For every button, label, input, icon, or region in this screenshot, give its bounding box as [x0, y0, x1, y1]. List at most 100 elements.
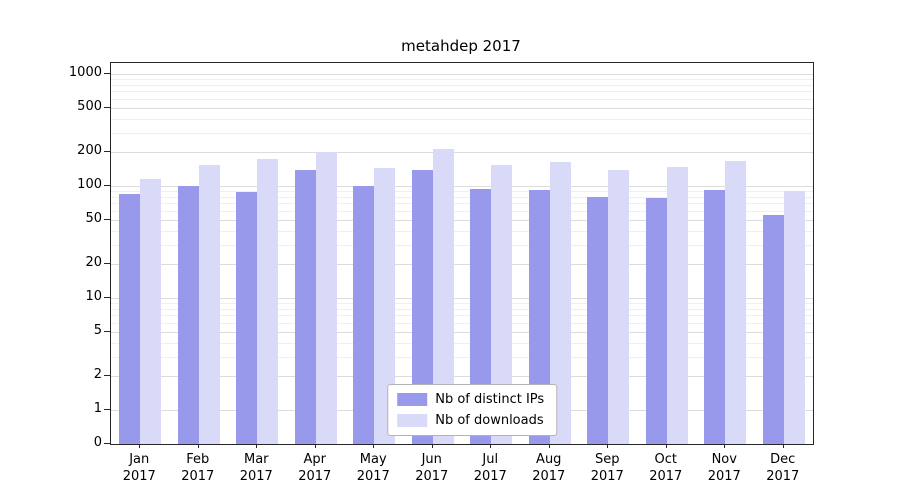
y-tick-label: 0	[93, 435, 102, 450]
bar	[119, 193, 141, 444]
y-tick-label: 100	[77, 177, 102, 192]
y-tick-mark	[104, 263, 110, 265]
gridline-minor	[111, 84, 813, 86]
bar	[257, 158, 279, 444]
x-tick-month: Mar	[243, 452, 269, 467]
x-tick-month: Aug	[536, 452, 562, 467]
gridline-minor	[111, 203, 813, 205]
bar	[783, 191, 805, 444]
gridline-major	[111, 219, 813, 221]
bar	[549, 161, 571, 444]
y-tick-label: 50	[85, 210, 102, 226]
bar	[236, 192, 258, 444]
gridline-minor	[111, 342, 813, 344]
bar	[645, 198, 667, 444]
y-tick-label: 2	[93, 367, 102, 383]
chart-title: metahdep 2017	[401, 37, 521, 55]
legend-label: Nb of distinct IPs	[435, 392, 545, 407]
x-tick-month: Dec	[770, 452, 796, 467]
y-tick-mark	[104, 73, 110, 74]
x-tick-year: 2017	[649, 469, 683, 484]
legend-swatch	[397, 393, 428, 406]
gridline-minor	[111, 315, 813, 317]
y-tick-label: 10	[85, 289, 102, 304]
x-tick-mark	[665, 444, 667, 448]
x-tick-year: 2017	[122, 469, 156, 484]
x-tick-label: Jan 2017	[110, 451, 169, 485]
x-tick-month: Jan	[129, 452, 150, 467]
y-tick-mark	[104, 151, 110, 153]
x-tick-year: 2017	[532, 469, 566, 484]
gridline-minor	[111, 79, 813, 81]
x-tick-label: May 2017	[344, 451, 403, 485]
x-tick-label: Feb 2017	[169, 451, 228, 485]
x-tick-mark	[724, 444, 726, 448]
x-tick-label: Apr 2017	[286, 451, 345, 485]
x-tick-month: Nov	[711, 452, 737, 467]
y-tick-label: 5	[93, 322, 102, 338]
legend-label: Nb of downloads	[435, 413, 544, 428]
x-tick-year: 2017	[356, 469, 390, 484]
x-tick-mark	[490, 444, 492, 448]
x-tick-month: Jun	[421, 452, 442, 467]
gridline-minor	[111, 356, 813, 358]
x-tick-year: 2017	[181, 469, 215, 484]
bar	[608, 169, 630, 444]
gridline-minor	[111, 308, 813, 310]
gridline-major	[111, 298, 813, 299]
gridline-major	[111, 152, 813, 154]
gridline-major	[111, 74, 813, 75]
x-tick-label: Nov 2017	[695, 451, 754, 485]
plot-area: Nb of distinct IPs Nb of downloads	[110, 62, 814, 445]
y-tick-mark	[104, 409, 110, 410]
gridline-minor	[111, 98, 813, 100]
x-tick-label: Jun 2017	[403, 451, 462, 485]
gridline-minor	[111, 196, 813, 198]
bar	[432, 149, 454, 444]
x-tick-label: Mar 2017	[227, 451, 286, 485]
bar	[315, 152, 337, 444]
bar	[198, 164, 220, 444]
x-tick-label: Aug 2017	[520, 451, 579, 485]
gridline-minor	[111, 244, 813, 246]
y-tick-label: 200	[77, 143, 102, 159]
x-tick-mark	[373, 444, 375, 448]
x-tick-year: 2017	[473, 469, 507, 484]
x-tick-mark	[782, 444, 784, 448]
x-tick-month: Sep	[594, 452, 620, 467]
bar	[140, 179, 162, 444]
x-tick-year: 2017	[707, 469, 741, 484]
x-tick-label: Dec 2017	[754, 451, 813, 485]
gridline-minor	[111, 91, 813, 93]
x-tick-year: 2017	[239, 469, 273, 484]
y-tick-mark	[104, 106, 110, 108]
x-tick-label: Jul 2017	[461, 451, 520, 485]
x-tick-mark	[314, 444, 316, 448]
gridline-minor	[111, 210, 813, 212]
x-tick-month: Oct	[654, 452, 677, 467]
x-tick-mark	[431, 444, 433, 448]
y-tick-mark	[104, 185, 110, 186]
gridline-minor	[111, 230, 813, 232]
legend-swatch	[397, 414, 428, 427]
gridline-major	[111, 107, 813, 109]
x-tick-month: Jul	[482, 452, 499, 467]
x-tick-mark	[548, 444, 550, 448]
gridline-minor	[111, 322, 813, 324]
gridline-major	[111, 186, 813, 187]
gridline-minor	[111, 118, 813, 120]
gridline-minor	[111, 191, 813, 193]
y-tick-mark	[104, 330, 110, 332]
bar	[374, 167, 396, 444]
gridline-major	[111, 264, 813, 266]
x-tick-label: Oct 2017	[637, 451, 696, 485]
bar	[704, 190, 726, 444]
x-tick-month: Apr	[303, 452, 327, 467]
gridline-major	[111, 331, 813, 333]
bar	[528, 190, 550, 444]
x-tick-year: 2017	[298, 469, 332, 484]
bar	[725, 160, 747, 444]
x-tick-mark	[139, 444, 141, 448]
x-tick-mark	[197, 444, 199, 448]
